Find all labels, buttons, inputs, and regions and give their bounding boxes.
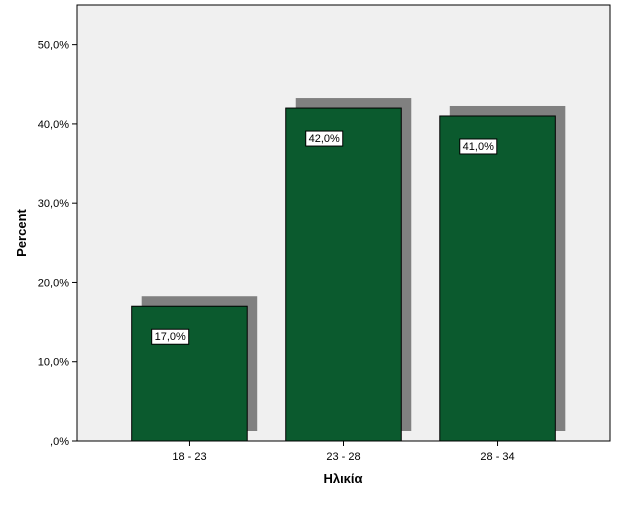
y-axis: ,0% 10,0% 20,0% 30,0% 40,0% 50,0% xyxy=(38,40,77,448)
y-tick-label: ,0% xyxy=(50,436,69,448)
y-tick-label: 10,0% xyxy=(38,357,69,369)
data-label-text: 17,0% xyxy=(155,331,186,343)
x-tick-label: 28 - 34 xyxy=(480,451,514,463)
data-label-box xyxy=(305,130,344,147)
bars xyxy=(131,107,556,442)
x-tick-label: 18 - 23 xyxy=(172,451,206,463)
x-axis: 18 - 23 23 - 28 28 - 34 xyxy=(172,441,515,463)
bar xyxy=(285,107,402,442)
y-tick-label: 30,0% xyxy=(38,198,69,210)
data-label: 42,0% xyxy=(305,130,344,147)
y-tick-label: 20,0% xyxy=(38,277,69,289)
data-label: 17,0% xyxy=(151,328,190,345)
x-axis-label: Ηλικία xyxy=(323,471,362,486)
y-axis-label: Percent xyxy=(14,208,29,256)
data-label: 41,0% xyxy=(459,138,498,155)
data-label-text: 42,0% xyxy=(309,133,340,145)
data-label-box xyxy=(459,138,498,155)
y-tick-label: 40,0% xyxy=(38,119,69,131)
data-label-text: 41,0% xyxy=(463,141,494,153)
bar xyxy=(131,305,248,442)
data-labels: 17,0% 42,0% 41,0% xyxy=(151,130,498,345)
y-tick-label: 50,0% xyxy=(38,40,69,52)
x-tick-label: 23 - 28 xyxy=(326,451,360,463)
data-label-box xyxy=(151,328,190,345)
bar xyxy=(439,115,556,442)
